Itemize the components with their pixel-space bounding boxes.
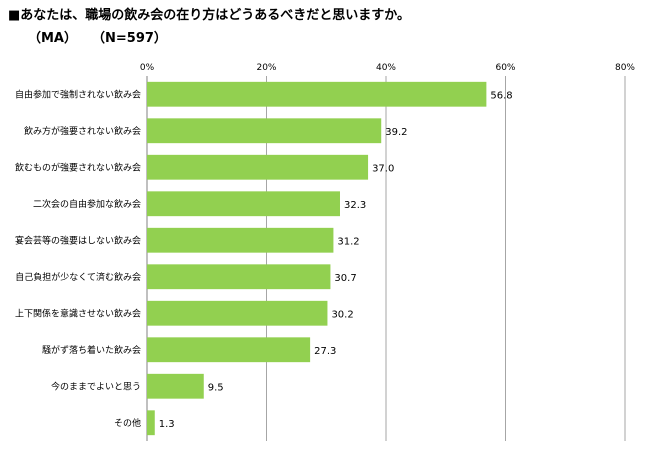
bar — [147, 227, 334, 253]
category-label: 今のままでよいと思う — [51, 380, 141, 392]
data-label: 30.2 — [331, 309, 353, 320]
bar — [147, 410, 155, 436]
value-labels: 56.8 39.2 37.0 32.3 31.2 30.7 30.2 27.3 9.5 1.3 — [159, 90, 513, 430]
category-label: 騒がず落ち着いた飲み会 — [42, 344, 141, 356]
category-label: 自由参加で強制されない飲み会 — [15, 88, 141, 100]
data-label: 56.8 — [490, 90, 512, 101]
category-label: 上下関係を意識させない飲み会 — [15, 307, 141, 319]
bar — [147, 337, 311, 363]
data-label: 39.2 — [385, 127, 407, 138]
data-label: 9.5 — [208, 382, 224, 393]
bar — [147, 81, 487, 107]
bar — [147, 264, 331, 290]
category-labels: 自由参加で強制されない飲み会飲み方が強要されない飲み会飲むものが強要されない飲み… — [15, 88, 141, 429]
bar — [147, 373, 204, 399]
category-label: 自己負担が少なくて済む飲み会 — [15, 271, 141, 283]
data-label: 37.0 — [372, 163, 394, 174]
x-tick-label: 0% — [140, 63, 155, 73]
data-label: 27.3 — [314, 346, 336, 357]
bar — [147, 118, 382, 144]
category-label: 飲むものが強要されない飲み会 — [15, 161, 141, 173]
x-tick-label: 40% — [376, 63, 396, 73]
chart-title: ■あなたは、職場の飲み会の在り方はどうあるべきだと思いますか。 — [8, 7, 410, 23]
bar — [147, 154, 369, 180]
chart-subtitle-ma: （MA） — [28, 30, 77, 46]
data-label: 1.3 — [159, 419, 175, 430]
data-label: 30.7 — [334, 273, 356, 284]
x-tick-label: 80% — [615, 63, 635, 73]
data-label: 31.2 — [337, 236, 359, 247]
x-tick-label: 60% — [495, 63, 515, 73]
x-tick-labels: 0% 20% 40% 60% 80% — [140, 63, 636, 73]
category-label: その他 — [114, 417, 141, 429]
bar — [147, 300, 328, 326]
data-label: 32.3 — [344, 200, 366, 211]
category-label: 宴会芸等の強要はしない飲み会 — [15, 234, 141, 246]
category-label: 二次会の自由参加な飲み会 — [33, 198, 141, 210]
bar — [147, 191, 340, 217]
category-label: 飲み方が強要されない飲み会 — [24, 125, 141, 137]
x-tick-label: 20% — [256, 63, 276, 73]
chart-subtitle-n: （N=597） — [92, 30, 167, 46]
bars — [147, 81, 487, 436]
